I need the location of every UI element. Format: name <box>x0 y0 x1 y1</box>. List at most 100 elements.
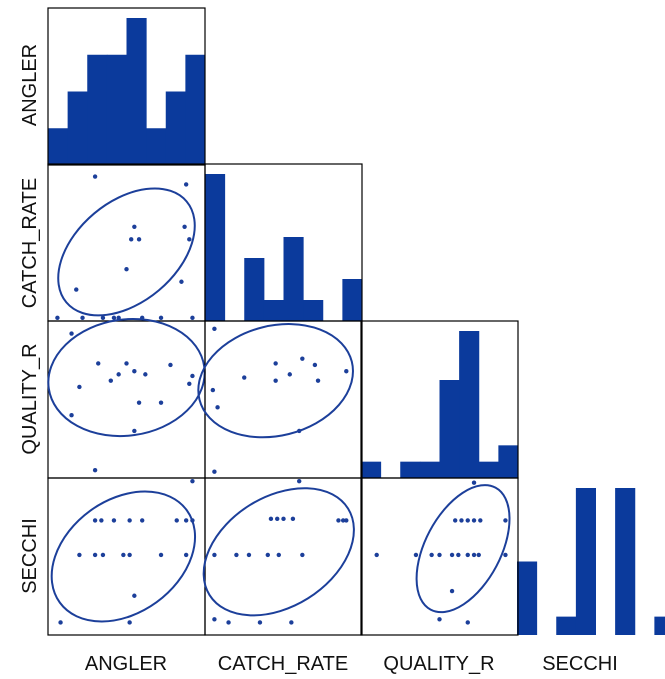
column-label-catch-rate: CATCH_RATE <box>218 653 348 675</box>
histogram-bar-secchi-7 <box>654 616 665 635</box>
scatter-point-catch-rate-vs-secchi-12 <box>300 552 305 558</box>
panel-frame-angler-vs-secchi <box>47 477 206 636</box>
scatter-point-quality-r-vs-secchi-5 <box>478 518 483 523</box>
scatter-point-catch-rate-vs-secchi-11 <box>276 552 281 558</box>
histogram-bar-secchi-5 <box>615 488 636 635</box>
histogram-bar-secchi-3 <box>575 488 596 635</box>
histogram-bar-angler-1 <box>67 91 88 165</box>
scatter-point-catch-rate-vs-secchi-9 <box>246 552 252 558</box>
scatter-point-angler-vs-secchi-5 <box>140 518 145 523</box>
scatter-point-catch-rate-vs-secchi-7 <box>344 518 349 523</box>
scatter-point-catch-rate-vs-secchi-8 <box>234 552 239 558</box>
scatter-point-catch-rate-vs-secchi-15 <box>226 620 231 625</box>
scatter-point-catch-rate-vs-secchi-1 <box>268 516 274 522</box>
matrix-cells <box>47 7 665 636</box>
scatter-point-catch-rate-vs-quality-r-3 <box>312 362 318 368</box>
scatter-point-quality-r-vs-secchi-7 <box>374 552 379 558</box>
scatter-point-angler-vs-quality-r-1 <box>96 361 101 366</box>
scatter-point-angler-vs-catch-rate-5 <box>182 224 187 229</box>
histogram-bar-catch-rate-4 <box>283 237 304 321</box>
scatter-point-catch-rate-vs-quality-r-0 <box>212 326 217 332</box>
scatter-point-angler-vs-catch-rate-8 <box>124 266 129 272</box>
panel-frame-angler-vs-catch-rate <box>47 163 206 322</box>
histogram-bar-quality-r-7 <box>498 445 519 478</box>
histogram-bar-quality-r-0 <box>361 461 382 478</box>
histogram-bar-quality-r-4 <box>439 380 460 478</box>
scatter-point-quality-r-vs-secchi-3 <box>465 518 470 523</box>
scatter-point-catch-rate-vs-quality-r-1 <box>273 361 278 366</box>
scatter-point-angler-vs-secchi-1 <box>92 518 98 523</box>
scatter-point-quality-r-vs-secchi-6 <box>503 518 508 523</box>
scatter-point-catch-rate-vs-quality-r-2 <box>300 356 305 361</box>
confidence-ellipse-quality-r-vs-secchi <box>415 484 511 614</box>
scatter-point-angler-vs-secchi-7 <box>183 518 189 523</box>
scatter-point-quality-r-vs-secchi-19 <box>465 620 470 625</box>
scatter-point-quality-r-vs-secchi-1 <box>453 518 458 523</box>
scatter-point-catch-rate-vs-quality-r-6 <box>273 378 278 383</box>
histogram-bar-quality-r-2 <box>400 461 421 478</box>
scatter-point-quality-r-vs-secchi-2 <box>459 518 464 523</box>
scatter-point-angler-vs-secchi-11 <box>100 552 106 558</box>
scatter-point-angler-vs-quality-r-11 <box>136 400 142 405</box>
column-label-angler: ANGLER <box>85 653 167 675</box>
confidence-ellipse-angler-vs-quality-r <box>47 317 206 438</box>
scatter-point-angler-vs-quality-r-2 <box>124 361 129 366</box>
histogram-frame-angler <box>47 7 206 166</box>
scatter-point-quality-r-vs-secchi-14 <box>471 552 477 558</box>
scatter-point-angler-vs-catch-rate-16 <box>190 315 195 321</box>
scatter-point-angler-vs-catch-rate-9 <box>80 315 85 321</box>
histogram-bar-angler-7 <box>185 54 206 165</box>
scatter-point-angler-vs-quality-r-5 <box>132 369 137 374</box>
scatter-point-catch-rate-vs-quality-r-12 <box>212 469 217 474</box>
scatter-point-catch-rate-vs-secchi-4 <box>290 516 296 522</box>
scatter-point-quality-r-vs-secchi-0 <box>471 480 477 485</box>
row-label-angler: ANGLER <box>19 44 41 126</box>
histogram-bar-angler-4 <box>126 18 147 165</box>
scatter-point-catch-rate-vs-quality-r-10 <box>215 405 220 410</box>
confidence-ellipse-angler-vs-secchi <box>50 490 197 623</box>
scatter-point-catch-rate-vs-quality-r-7 <box>287 372 292 377</box>
histogram-bar-catch-rate-2 <box>244 258 265 321</box>
scatter-point-catch-rate-vs-secchi-17 <box>289 620 294 625</box>
scatter-point-quality-r-vs-secchi-4 <box>471 518 477 523</box>
scatter-point-angler-vs-secchi-12 <box>121 552 126 558</box>
scatter-point-quality-r-vs-secchi-11 <box>449 552 455 558</box>
confidence-ellipse-catch-rate-vs-quality-r <box>197 323 354 439</box>
scatter-point-quality-r-vs-secchi-8 <box>413 552 419 558</box>
histogram-bar-catch-rate-3 <box>263 300 284 321</box>
scatter-point-quality-r-vs-secchi-16 <box>503 552 508 558</box>
scatter-point-angler-vs-catch-rate-1 <box>183 182 189 187</box>
scatter-point-angler-vs-quality-r-3 <box>168 362 173 368</box>
scatter-point-quality-r-vs-secchi-17 <box>449 588 455 594</box>
scatter-point-angler-vs-secchi-9 <box>77 552 82 558</box>
scatter-point-catch-rate-vs-secchi-13 <box>212 552 217 558</box>
scatter-point-angler-vs-catch-rate-6 <box>187 237 192 242</box>
scatter-point-angler-vs-secchi-4 <box>127 518 132 523</box>
scatter-point-catch-rate-vs-secchi-0 <box>297 478 302 484</box>
scatter-point-catch-rate-vs-secchi-16 <box>257 620 263 625</box>
scatter-point-catch-rate-vs-secchi-5 <box>336 518 341 523</box>
scatter-point-angler-vs-quality-r-9 <box>187 381 192 386</box>
scatter-point-catch-rate-vs-secchi-2 <box>275 516 280 522</box>
scatter-point-angler-vs-quality-r-12 <box>158 400 164 405</box>
scatter-point-angler-vs-catch-rate-17 <box>74 287 79 292</box>
scatter-point-angler-vs-quality-r-0 <box>69 331 74 336</box>
scatter-point-catch-rate-vs-secchi-10 <box>265 552 270 558</box>
scatter-point-catch-rate-vs-quality-r-8 <box>315 378 321 383</box>
scatter-point-angler-vs-secchi-16 <box>132 593 137 598</box>
row-label-catch-rate: CATCH_RATE <box>19 178 41 308</box>
scatter-point-angler-vs-catch-rate-15 <box>55 315 60 321</box>
scatter-point-angler-vs-secchi-0 <box>190 478 195 484</box>
scatter-point-angler-vs-secchi-18 <box>127 620 132 625</box>
row-label-quality-r: QUALITY_R <box>19 343 41 454</box>
scatter-point-angler-vs-catch-rate-4 <box>136 237 142 242</box>
scatter-point-angler-vs-catch-rate-11 <box>111 315 117 321</box>
histogram-bar-angler-6 <box>165 91 186 165</box>
scatter-point-quality-r-vs-secchi-10 <box>437 552 442 558</box>
scatter-point-angler-vs-quality-r-6 <box>143 372 148 377</box>
scatter-point-angler-vs-catch-rate-0 <box>92 174 98 179</box>
scatter-point-angler-vs-secchi-6 <box>174 518 179 523</box>
histogram-bar-catch-rate-7 <box>342 279 363 321</box>
scatter-point-angler-vs-secchi-2 <box>99 518 104 523</box>
scatter-point-angler-vs-catch-rate-3 <box>129 237 134 242</box>
